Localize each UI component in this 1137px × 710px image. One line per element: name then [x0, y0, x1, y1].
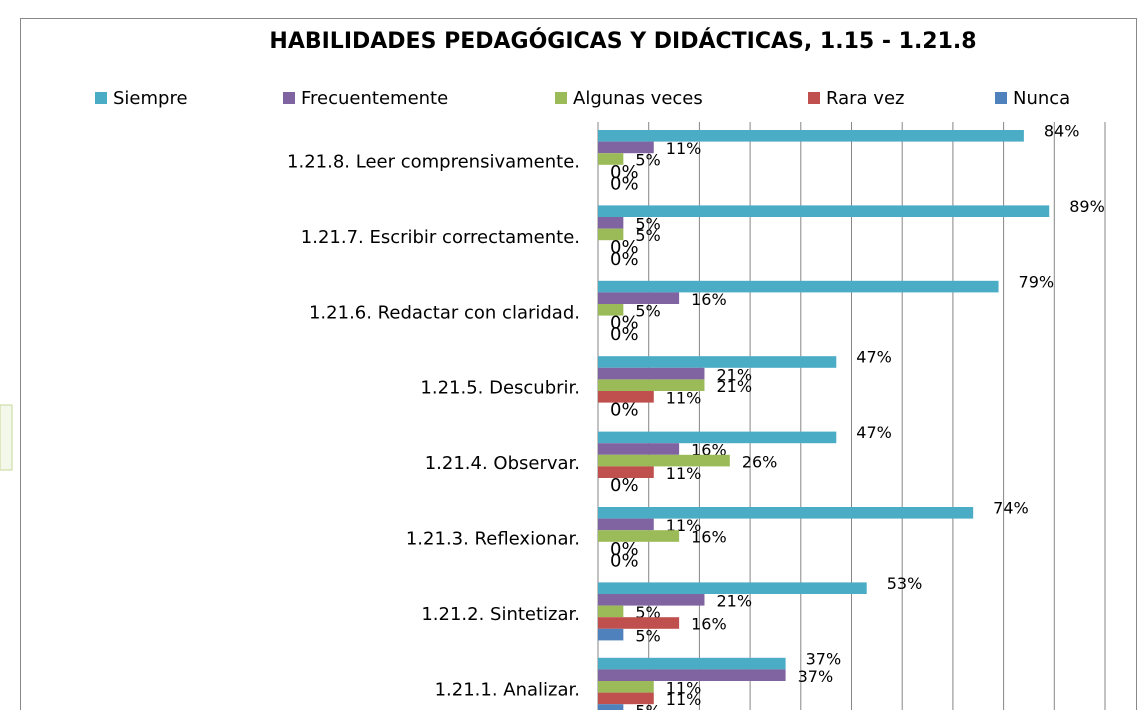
- value-label: 47%: [856, 348, 892, 367]
- value-label: 53%: [887, 574, 923, 593]
- value-label: 21%: [716, 377, 752, 396]
- bar: [598, 454, 730, 467]
- value-label: 0%: [610, 249, 639, 270]
- value-label: 16%: [691, 615, 727, 634]
- bar: [598, 582, 867, 594]
- value-label: 5%: [635, 215, 660, 234]
- bar: [598, 669, 786, 681]
- value-label: 5%: [635, 626, 660, 645]
- legend-label: Nunca: [1013, 88, 1070, 109]
- bar: [598, 657, 786, 670]
- category-label: 1.21.4. Observar.: [425, 453, 580, 474]
- legend-label: Siempre: [113, 88, 188, 109]
- bar: [598, 681, 654, 693]
- bar: [598, 391, 654, 403]
- value-label: 11%: [666, 464, 702, 483]
- category-label: 1.21.2. Sintetizar.: [421, 604, 580, 625]
- category-label: 1.21.5. Descubrir.: [420, 378, 580, 399]
- value-label: 0%: [610, 400, 639, 421]
- value-label: 11%: [666, 690, 702, 709]
- value-label: 0%: [610, 539, 639, 560]
- value-label: 5%: [635, 302, 660, 321]
- value-label: 26%: [742, 452, 778, 471]
- value-label: 79%: [1019, 272, 1055, 291]
- value-label: 0%: [610, 173, 639, 194]
- bar: [598, 617, 680, 629]
- bar: [598, 130, 1024, 142]
- value-label: 21%: [716, 365, 752, 384]
- value-label: 89%: [1069, 197, 1105, 216]
- bar: [598, 692, 654, 705]
- value-label: 21%: [716, 592, 752, 611]
- bar: [598, 704, 624, 710]
- value-label: 11%: [666, 679, 702, 698]
- legend-label: Algunas veces: [573, 88, 703, 109]
- category-label: 1.21.3. Reflexionar.: [406, 528, 580, 549]
- value-label: 84%: [1044, 122, 1080, 141]
- legend-swatch: [283, 92, 295, 104]
- bar: [598, 356, 837, 368]
- value-label: 0%: [610, 475, 639, 496]
- bar: [598, 153, 624, 165]
- value-label: 5%: [635, 702, 660, 710]
- legend-swatch: [808, 92, 820, 104]
- bar: [598, 466, 654, 478]
- value-label: 16%: [691, 290, 727, 309]
- bar: [598, 228, 624, 241]
- legend-swatch: [95, 92, 107, 104]
- bar: [598, 280, 999, 293]
- value-label: 0%: [610, 313, 639, 334]
- value-label: 5%: [635, 226, 660, 245]
- bar: [598, 594, 705, 606]
- bar: [598, 518, 654, 531]
- bar: [598, 292, 680, 304]
- bar: [598, 530, 680, 542]
- bar: [598, 605, 624, 618]
- bar: [598, 628, 624, 641]
- value-label: 5%: [635, 151, 660, 170]
- bar: [598, 379, 705, 391]
- legend-label: Rara vez: [826, 88, 904, 109]
- category-label: 1.21.1. Analizar.: [435, 679, 580, 700]
- bar: [598, 443, 680, 455]
- value-label: 11%: [666, 389, 702, 408]
- category-label: 1.21.7. Escribir correctamente.: [301, 227, 580, 248]
- legend-label: Frecuentemente: [301, 88, 448, 109]
- bar: [598, 507, 974, 519]
- bar: [598, 217, 624, 229]
- value-label: 37%: [798, 667, 834, 686]
- category-label: 1.21.6. Redactar con claridad.: [309, 302, 580, 323]
- value-label: 16%: [691, 528, 727, 547]
- category-label: 1.21.8. Leer comprensivamente.: [287, 151, 580, 172]
- value-label: 0%: [610, 237, 639, 258]
- value-label: 11%: [666, 139, 702, 158]
- bar: [598, 141, 654, 154]
- value-label: 0%: [610, 324, 639, 345]
- legend-swatch: [995, 92, 1007, 104]
- legend-swatch: [555, 92, 567, 104]
- side-fragment: [0, 404, 13, 471]
- bar: [598, 431, 837, 444]
- value-label: 0%: [610, 550, 639, 571]
- value-label: 37%: [806, 649, 842, 668]
- value-label: 74%: [993, 499, 1029, 518]
- bar: [598, 367, 705, 380]
- chart-title: HABILIDADES PEDAGÓGICAS Y DIDÁCTICAS, 1.…: [269, 28, 976, 54]
- value-label: 0%: [610, 162, 639, 183]
- value-label: 47%: [856, 423, 892, 442]
- bar: [598, 205, 1050, 217]
- bar: [598, 304, 624, 316]
